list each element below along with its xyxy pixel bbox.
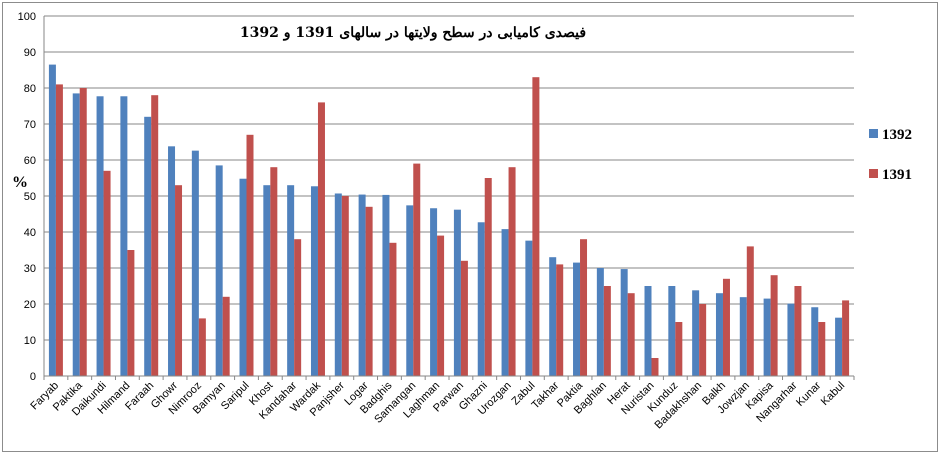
bar-1392-panjsher	[334, 193, 342, 376]
bar-1392-wardak	[310, 186, 318, 376]
bar-1391-daikundi	[103, 170, 111, 376]
bar-1392-parwan	[453, 209, 461, 376]
bar-1391-baghlan	[603, 286, 611, 376]
bar-1392-ghowr	[168, 146, 176, 376]
bar-1392-daikundi	[96, 96, 104, 376]
bar-1392-nangarhar	[787, 303, 795, 376]
chart-svg: 0102030405060708090100FaryabPaktikaDaiku…	[12, 11, 912, 431]
bar-1392-kunduz	[668, 286, 676, 376]
x-tick-label: Kabul	[819, 380, 847, 408]
y-tick-label: 80	[24, 83, 36, 95]
bar-1392-badghis	[382, 194, 390, 376]
bar-1392-zabul	[525, 240, 533, 376]
bar-1392-baghlan	[596, 268, 604, 376]
bar-1392-nuristan	[644, 286, 652, 376]
legend-swatch-1391	[869, 169, 878, 178]
bar-1392-balkh	[715, 293, 723, 376]
bar-1391-urozgan	[508, 167, 516, 376]
bar-1392-logar	[358, 194, 366, 376]
bar-1392-laghman	[430, 208, 438, 376]
bar-1392-herat	[620, 269, 628, 376]
bar-1391-paktia	[580, 239, 588, 376]
bar-1391-herat	[627, 293, 635, 376]
gridlines	[44, 15, 854, 377]
bar-1392-ghazni	[477, 222, 485, 376]
y-tick-label: 60	[24, 155, 36, 167]
chart-title: فیصدی کامیابی در سطح ولایتها در سالهای 1…	[240, 25, 586, 41]
bar-1391-hilmand	[127, 250, 135, 376]
bar-1391-jowzjan	[746, 246, 754, 376]
bar-1391-saripul	[246, 134, 254, 376]
y-tick-label: 0	[30, 371, 36, 383]
bar-1391-badghis	[389, 242, 397, 376]
bar-1391-badakhshan	[699, 304, 707, 376]
bar-1391-balkh	[722, 278, 730, 376]
bar-1391-faryab	[55, 84, 63, 377]
bar-1392-paktika	[72, 93, 80, 377]
bars	[48, 64, 850, 377]
y-tick-label: 10	[24, 335, 36, 347]
y-tick-label: 40	[24, 227, 36, 239]
bar-1392-nimrooz	[191, 150, 199, 376]
bar-1392-hilmand	[120, 96, 128, 376]
bar-1391-parwan	[460, 260, 468, 376]
bar-1391-kunar	[818, 322, 826, 376]
bar-1392-bamyan	[215, 165, 223, 376]
bar-1391-khost	[270, 167, 278, 376]
bar-1392-kapisa	[763, 298, 771, 376]
bar-1392-paktia	[573, 262, 581, 376]
bar-1392-faraah	[144, 116, 152, 377]
bar-1391-takhar	[556, 264, 564, 376]
bar-1391-samangan	[413, 163, 421, 376]
legend-label-1391: 1391	[882, 167, 912, 183]
y-tick-label: 50	[24, 191, 36, 203]
bar-1391-kapisa	[770, 275, 778, 376]
bar-1392-faryab	[48, 64, 56, 376]
bar-1391-nuristan	[651, 358, 659, 376]
bar-1392-samangan	[406, 205, 414, 376]
bar-1391-nimrooz	[198, 318, 206, 376]
bar-1391-panjsher	[341, 196, 349, 376]
bar-1392-kandahar	[287, 185, 295, 376]
bar-1392-saripul	[239, 178, 247, 376]
legend-label-1392: 1392	[882, 127, 912, 143]
bar-1391-laghman	[437, 235, 445, 376]
legend: 1392 1391	[869, 127, 912, 183]
bar-1392-takhar	[549, 257, 557, 376]
bar-1392-badakhshan	[692, 290, 700, 376]
bar-1392-jowzjan	[739, 297, 747, 376]
bar-1391-bamyan	[222, 296, 230, 376]
x-tick-label: Kunar	[794, 379, 823, 408]
bar-1391-logar	[365, 206, 373, 376]
x-tick-label: Takhar	[529, 379, 561, 411]
y-tick-label: 30	[24, 263, 36, 275]
bar-1391-ghazni	[484, 178, 492, 376]
bar-1392-urozgan	[501, 229, 509, 376]
y-tick-label: 100	[18, 11, 36, 23]
bar-1391-paktika	[79, 88, 87, 376]
legend-swatch-1392	[869, 129, 878, 138]
bar-1392-kabul	[835, 317, 843, 376]
y-tick-label: 70	[24, 119, 36, 131]
bar-1391-kunduz	[675, 322, 683, 376]
bar-1391-wardak	[317, 102, 325, 377]
bar-1391-faraah	[151, 95, 159, 376]
y-axis-label: %	[12, 174, 28, 191]
bar-1391-zabul	[532, 77, 540, 376]
y-tick-label: 90	[24, 47, 36, 59]
bar-1391-kabul	[842, 300, 850, 376]
y-tick-label: 20	[24, 299, 36, 311]
bar-1391-nangarhar	[794, 286, 802, 376]
bar-1392-khost	[263, 185, 271, 376]
bar-1391-kandahar	[294, 239, 302, 376]
bar-1391-ghowr	[175, 185, 183, 376]
bar-1392-kunar	[811, 307, 819, 376]
